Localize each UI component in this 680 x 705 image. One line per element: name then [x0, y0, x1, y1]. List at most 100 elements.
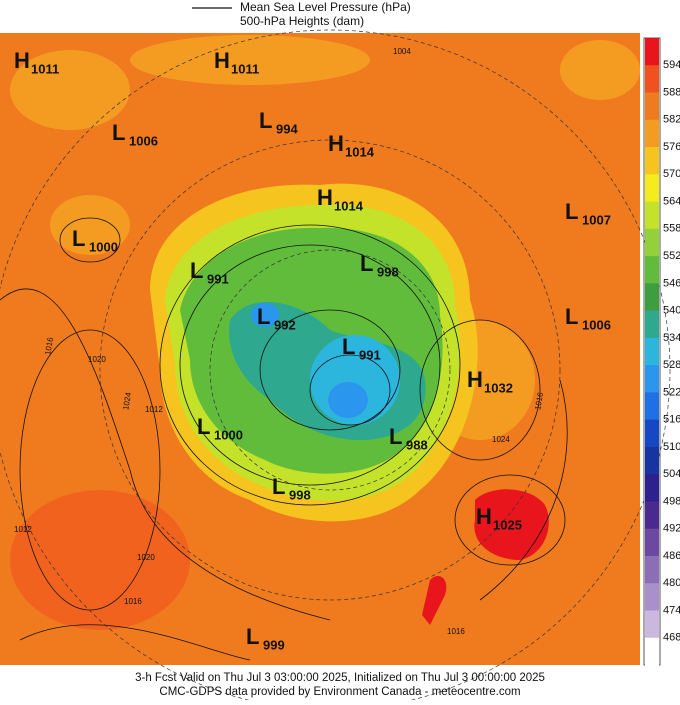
center-letter: H — [476, 504, 492, 529]
center-value: 1006 — [582, 317, 611, 332]
center-value: 999 — [263, 637, 285, 652]
colorbar-label: 570 — [663, 168, 680, 180]
colorbar-band — [645, 65, 659, 94]
center-value: 1000 — [214, 427, 243, 442]
height-fields — [10, 35, 640, 630]
center-value: 991 — [359, 347, 381, 362]
colorbar-band — [645, 610, 659, 639]
colorbar-label: 510 — [663, 441, 680, 453]
colorbar-label: 522 — [663, 386, 680, 398]
colorbar-band — [645, 201, 659, 230]
colorbar-band — [645, 637, 659, 666]
center-letter: L — [360, 251, 373, 276]
center-letter: L — [257, 304, 270, 329]
contour-label: 1016 — [43, 336, 55, 356]
colorbar-label: 594 — [663, 59, 680, 71]
center-letter: H — [214, 48, 230, 73]
center-value: 1025 — [493, 517, 522, 532]
colorbar-label: 582 — [663, 114, 680, 126]
center-value: 1011 — [31, 61, 59, 76]
colorbar-label: 546 — [663, 277, 680, 289]
center-value: 1014 — [345, 144, 375, 159]
colorbar-label: 552 — [663, 250, 680, 262]
center-value: 1006 — [129, 133, 158, 148]
colorbar-label: 474 — [663, 604, 680, 616]
contour-label: 1004 — [393, 47, 411, 56]
center-value: 1011 — [231, 61, 259, 76]
legend-label: Mean Sea Level Pressure (hPa) — [240, 0, 411, 14]
center-letter: L — [272, 474, 285, 499]
colorbar-band — [645, 583, 659, 611]
contour-label: 1012 — [145, 405, 163, 414]
center-letter: H — [14, 48, 30, 73]
center-value: 1014 — [334, 198, 364, 213]
colorbar-band — [645, 528, 659, 557]
colorbar-label: 540 — [663, 305, 680, 317]
contour-label: 1024 — [492, 435, 510, 444]
center-value: 1000 — [89, 239, 118, 254]
center-letter: L — [112, 120, 125, 145]
colorbar-label: 498 — [663, 495, 680, 507]
center-value: 988 — [406, 437, 428, 452]
colorbar-band — [645, 92, 659, 121]
latitude-circles — [0, 29, 671, 705]
colorbar-band — [645, 119, 659, 148]
center-letter: H — [467, 367, 483, 392]
colorbar-band — [645, 310, 659, 339]
colorbar-label: 492 — [663, 523, 680, 535]
colorbar-label: 480 — [663, 577, 680, 589]
colorbar-band — [645, 392, 659, 421]
colorbar-band — [645, 474, 659, 502]
colorbar-label: 534 — [663, 332, 680, 344]
center-letter: L — [259, 108, 272, 133]
colorbar-label: 576 — [663, 141, 680, 153]
center-letter: L — [72, 226, 85, 251]
center-letter: L — [190, 258, 203, 283]
colorbar-label: 564 — [663, 195, 680, 207]
center-value: 998 — [289, 487, 311, 502]
colorbar-band — [645, 501, 659, 530]
colorbar-label: 558 — [663, 223, 680, 235]
colorbar-band — [645, 555, 659, 584]
footer-text: CMC-GDPS data provided by Environment Ca… — [159, 686, 520, 698]
colorbar-band — [645, 283, 659, 312]
colorbar-band — [645, 446, 659, 475]
center-letter: L — [389, 424, 402, 449]
contour-label: 1016 — [533, 391, 545, 411]
contour-label: 1016 — [124, 597, 142, 606]
center-letter: L — [246, 624, 259, 649]
colorbar-label: 588 — [663, 86, 680, 98]
contour-label: 1020 — [137, 553, 155, 562]
colorbar-band — [645, 419, 659, 448]
colorbar-label: 486 — [663, 550, 680, 562]
center-letter: L — [565, 199, 578, 224]
center-value: 1032 — [484, 380, 513, 395]
legend-label: 500-hPa Heights (dam) — [240, 14, 364, 28]
colorbar-label: 504 — [663, 468, 680, 480]
colorbar-band — [645, 38, 659, 66]
center-letter: H — [328, 131, 344, 156]
center-letter: L — [565, 304, 578, 329]
colorbar-band — [645, 365, 659, 393]
center-value: 1007 — [582, 212, 611, 227]
contour-label: 1016 — [447, 627, 465, 636]
center-value: 991 — [207, 271, 229, 286]
center-value: 992 — [274, 317, 296, 332]
center-letter: L — [197, 414, 210, 439]
isobars — [0, 217, 568, 661]
center-value: 998 — [377, 264, 399, 279]
center-letter: H — [317, 185, 333, 210]
colorbar-band — [645, 147, 659, 175]
colorbar-band — [645, 174, 659, 203]
contour-label: 1020 — [88, 355, 106, 364]
footer-text: 3-h Fcst Valid on Thu Jul 3 03:00:00 202… — [135, 672, 545, 684]
contour-label: 1012 — [14, 525, 32, 534]
colorbar-band — [645, 256, 659, 284]
colorbar-band — [645, 228, 659, 257]
colorbar-label: 528 — [663, 359, 680, 371]
colorbar-band — [645, 337, 659, 366]
center-value: 994 — [276, 121, 298, 136]
colorbar-label: 468 — [663, 632, 680, 644]
